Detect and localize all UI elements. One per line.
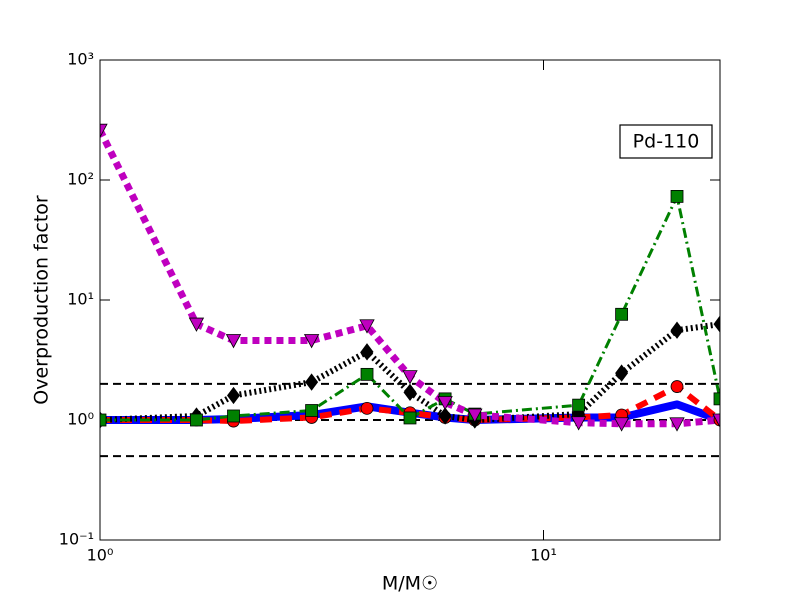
marker (613, 417, 630, 432)
y-tick-label: 10⁻¹ (59, 530, 94, 549)
marker (359, 319, 375, 334)
x-axis-label: M/M☉ (382, 573, 438, 595)
y-tick-label: 10¹ (67, 290, 94, 309)
marker (437, 396, 453, 411)
marker (360, 367, 374, 381)
marker (467, 408, 483, 423)
marker (713, 315, 720, 333)
marker (303, 334, 320, 349)
marker (305, 373, 319, 391)
marker (403, 383, 417, 402)
marker (188, 317, 205, 332)
marker (227, 386, 241, 405)
x-tick-label: 10⁰ (87, 546, 114, 565)
marker (403, 411, 417, 425)
marker (670, 380, 684, 393)
y-axis-label: Overproduction factor (31, 195, 53, 405)
marker (670, 321, 684, 339)
y-tick-label: 10² (67, 170, 94, 189)
marker (570, 416, 587, 431)
marker (190, 413, 203, 427)
marker (227, 409, 240, 423)
marker (670, 190, 684, 203)
marker (712, 413, 720, 428)
marker (360, 401, 374, 415)
plot-frame (99, 59, 721, 541)
marker (615, 364, 629, 382)
y-tick-label: 10³ (67, 50, 94, 69)
marker (100, 123, 108, 139)
marker (305, 404, 319, 417)
marker (572, 398, 586, 412)
marker (100, 413, 107, 427)
marker (438, 407, 452, 425)
marker (360, 343, 374, 361)
plot-area (100, 123, 720, 458)
annotation: Pd-110 (633, 131, 700, 153)
y-tick-label: 10⁰ (67, 410, 94, 429)
annotation-box (619, 124, 713, 159)
series-line (100, 321, 720, 423)
series-line (100, 128, 720, 428)
marker (615, 307, 629, 321)
marker (669, 417, 685, 432)
marker (713, 392, 720, 406)
marker (402, 370, 418, 385)
marker (225, 334, 242, 349)
x-tick-label: 10¹ (530, 546, 557, 565)
